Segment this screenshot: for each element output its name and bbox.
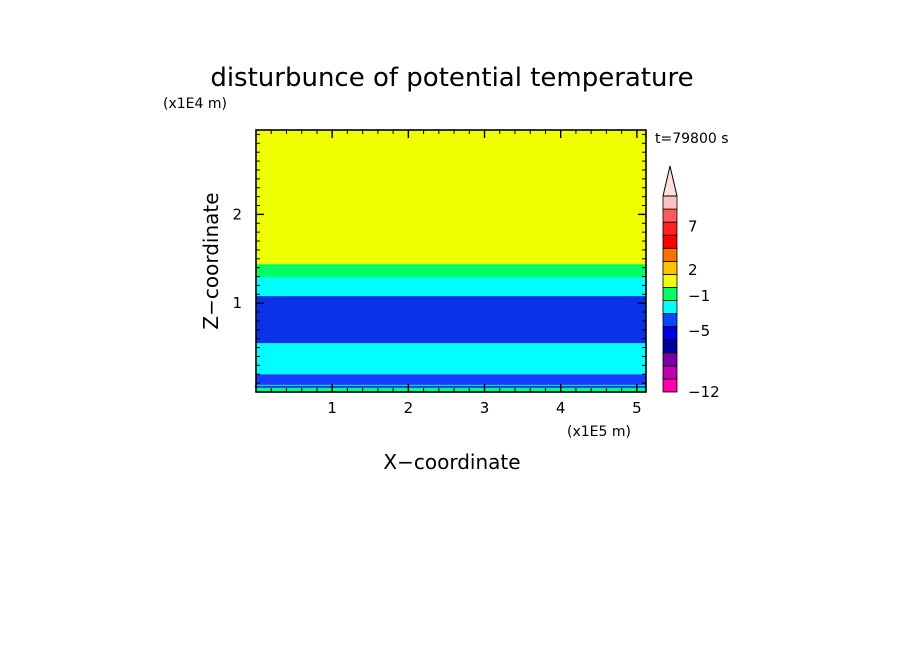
colorbar-swatch-3 (662, 339, 678, 354)
colorbar-label-0: 7 (688, 217, 698, 235)
surface-ripple (255, 384, 646, 388)
contour-layer-0 (256, 384, 646, 392)
colorbar-swatch-12 (662, 221, 678, 236)
colorbar (662, 165, 678, 393)
colorbar-swatch-14 (662, 195, 678, 210)
x-axis-ticks: 1 2 3 4 5 (327, 130, 642, 417)
y-tick-label-1: 2 (232, 205, 242, 223)
colorbar-labels: 7 2 −1 −5 −12 (688, 217, 720, 401)
plot-frame (255, 129, 647, 393)
contour-layer-6 (256, 130, 646, 265)
x-tick-label-0: 1 (327, 399, 337, 417)
colorbar-swatch-7 (662, 287, 678, 301)
colorbar-swatch-6 (662, 300, 678, 314)
time-label: t=79800 s (655, 131, 729, 147)
colorbar-swatch-4 (662, 326, 678, 341)
minor-ticks (256, 130, 646, 392)
y-unit-label: (x1E4 m) (163, 96, 227, 112)
colorbar-swatch-2 (662, 352, 678, 367)
colorbar-swatch-0 (662, 378, 678, 393)
colorbar-label-4: −12 (688, 383, 720, 401)
x-axis-label: X−coordinate (383, 450, 520, 474)
colorbar-label-1: 2 (688, 261, 698, 279)
colorbar-label-2: −1 (688, 287, 710, 305)
colorbar-swatch-10 (662, 247, 678, 262)
colorbar-label-3: −5 (688, 322, 710, 340)
contour-layer-4 (256, 277, 646, 297)
contour-layer-2 (256, 343, 646, 375)
colorbar-swatch-1 (662, 365, 678, 380)
near-surface-contour-detail (255, 384, 646, 388)
y-axis-label: Z−coordinate (199, 192, 223, 329)
x-tick-label-3: 4 (556, 399, 566, 417)
colorbar-swatch-13 (662, 208, 678, 223)
contour-layer-1 (256, 374, 646, 385)
y-tick-label-0: 1 (232, 294, 242, 312)
chart-title: disturbunce of potential temperature (210, 63, 693, 93)
y-axis-ticks: 12 (232, 205, 646, 312)
contour-layer-3 (256, 296, 646, 344)
x-tick-label-4: 5 (632, 399, 642, 417)
contour-layers (256, 130, 646, 392)
colorbar-swatch-11 (662, 234, 678, 249)
colorbar-swatch-9 (662, 260, 678, 275)
x-tick-label-2: 3 (480, 399, 490, 417)
x-tick-label-1: 2 (404, 399, 414, 417)
contour-layer-5 (256, 264, 646, 278)
x-unit-label: (x1E5 m) (567, 424, 631, 440)
colorbar-swatch-5 (662, 313, 678, 328)
colorbar-extend-arrow (662, 165, 678, 197)
colorbar-swatch-8 (662, 273, 678, 288)
